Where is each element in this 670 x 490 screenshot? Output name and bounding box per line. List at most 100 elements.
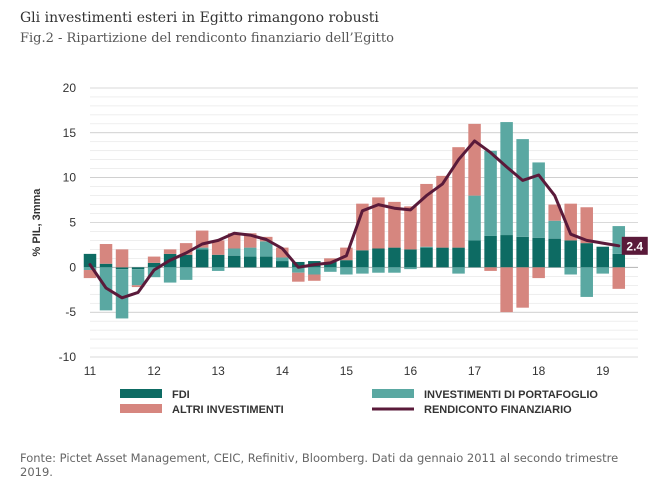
x-tick-label: 18 [532,364,546,378]
bar-fdi [260,256,273,268]
x-tick-label: 12 [147,364,161,378]
bar-fdi [243,256,257,268]
bar-investimenti-di-portafoglio [292,267,305,273]
bar-altri-investimenti [147,256,161,263]
bar-investimenti-di-portafoglio [243,247,257,257]
bar-fdi [420,247,433,268]
bar-investimenti-di-portafoglio [356,267,369,274]
x-tick-label: 19 [596,364,610,378]
bar-investimenti-di-portafoglio [564,267,577,275]
bar-investimenti-di-portafoglio [548,220,561,239]
end-value-badge [621,236,648,255]
legend-label: RENDICONTO FINANZIARIO [424,404,572,416]
bar-fdi [596,246,609,268]
chart-title: Gli investimenti esteri in Egitto rimang… [20,10,379,26]
bar-altri-investimenti [484,267,497,271]
bar-altri-investimenti [115,249,129,268]
bar-altri-investimenti [436,175,449,248]
bar-investimenti-di-portafoglio [260,241,273,257]
legend-label: INVESTIMENTI DI PORTAFOGLIO [424,389,598,401]
bar-altri-investimenti [131,285,145,288]
chart: 20 15 10 5 0 -5 -10 11 12 13 14 15 16 17 18 19 % PIL, 3m… [31,81,648,416]
bar-altri-investimenti [276,247,289,258]
x-tick-label: 13 [212,364,226,378]
bar-investimenti-di-portafoglio [340,267,353,275]
bar-investimenti-di-portafoglio [468,195,481,241]
bar-fdi [356,250,369,268]
x-tick-label: 14 [276,364,290,378]
bar-altri-investimenti [452,147,465,248]
bar-fdi [276,261,289,268]
bar-fdi [388,247,401,268]
bar-investimenti-di-portafoglio [596,267,609,274]
bar-investimenti-di-portafoglio [83,267,97,271]
y-tick-label: 10 [63,171,77,185]
bar-fdi [468,240,481,268]
bar-fdi [548,238,561,268]
bar-altri-investimenti [468,123,481,196]
bar-fdi [99,263,113,268]
legend-swatch [372,389,414,398]
bar-fdi [484,235,497,268]
bar-altri-investimenti [308,274,321,281]
bar-fdi [83,253,97,268]
y-tick-label: 5 [69,216,76,230]
bar-fdi [292,261,305,268]
bar-fdi [131,267,145,270]
bar-investimenti-di-portafoglio [420,246,433,248]
legend-label: FDI [172,389,190,401]
bar-investimenti-di-portafoglio [372,267,385,273]
bar-altri-investimenti [564,203,577,241]
y-tick-label: 20 [63,81,77,95]
bar-fdi [179,254,193,268]
bar-altri-investimenti [372,197,385,249]
bar-investimenti-di-portafoglio [452,267,465,274]
bar-investimenti-di-portafoglio [163,267,177,283]
y-tick-label: -5 [65,305,76,319]
bar-investimenti-di-portafoglio [580,267,593,297]
bar-fdi [227,255,241,268]
bar-investimenti-di-portafoglio [115,269,129,319]
bar-altri-investimenti [404,206,417,250]
legend-swatch [120,389,162,398]
bar-altri-investimenti [163,249,177,254]
source-note: Fonte: Pictet Asset Management, CEIC, Re… [20,451,619,479]
bar-fdi [500,235,513,268]
bar-fdi [195,249,209,268]
bar-altri-investimenti [83,270,97,279]
end-value-label: 2.4 [626,239,643,253]
bar-fdi [436,247,449,268]
bar-fdi [324,261,337,268]
bar-fdi [372,248,385,268]
bar-altri-investimenti [292,272,305,282]
y-axis-label: % PIL, 3mma [31,188,43,257]
legend-label: ALTRI INVESTIMENTI [172,404,284,416]
bar-investimenti-di-portafoglio [195,247,209,250]
bar-investimenti-di-portafoglio [131,269,145,286]
bar-fdi [404,249,417,268]
bar-fdi [612,253,626,268]
x-tick-label: 17 [468,364,482,378]
bar-altri-investimenti [388,201,401,248]
bar-investimenti-di-portafoglio [500,122,513,236]
bar-fdi [516,236,529,268]
bar-altri-investimenti [211,240,225,255]
x-tick-label: 15 [340,364,354,378]
bar-investimenti-di-portafoglio [308,267,321,275]
bar-investimenti-di-portafoglio [516,139,529,237]
bar-altri-investimenti [324,258,337,262]
bar-investimenti-di-portafoglio [388,267,401,273]
bar-altri-investimenti [227,233,241,249]
bar-investimenti-di-portafoglio [227,248,241,256]
bar-investimenti-di-portafoglio [484,150,497,236]
y-tick-label: 0 [69,260,76,274]
bar-fdi [115,267,129,270]
bar-fdi [580,243,593,268]
bar-investimenti-di-portafoglio [276,257,289,262]
bar-investimenti-di-portafoglio [211,267,225,271]
chart-subtitle: Fig.2 - Ripartizione del rendiconto fina… [20,31,394,46]
bar-investimenti-di-portafoglio [404,267,417,270]
y-tick-label: 15 [63,126,77,140]
bar-fdi [147,262,161,268]
bar-investimenti-di-portafoglio [324,267,337,272]
